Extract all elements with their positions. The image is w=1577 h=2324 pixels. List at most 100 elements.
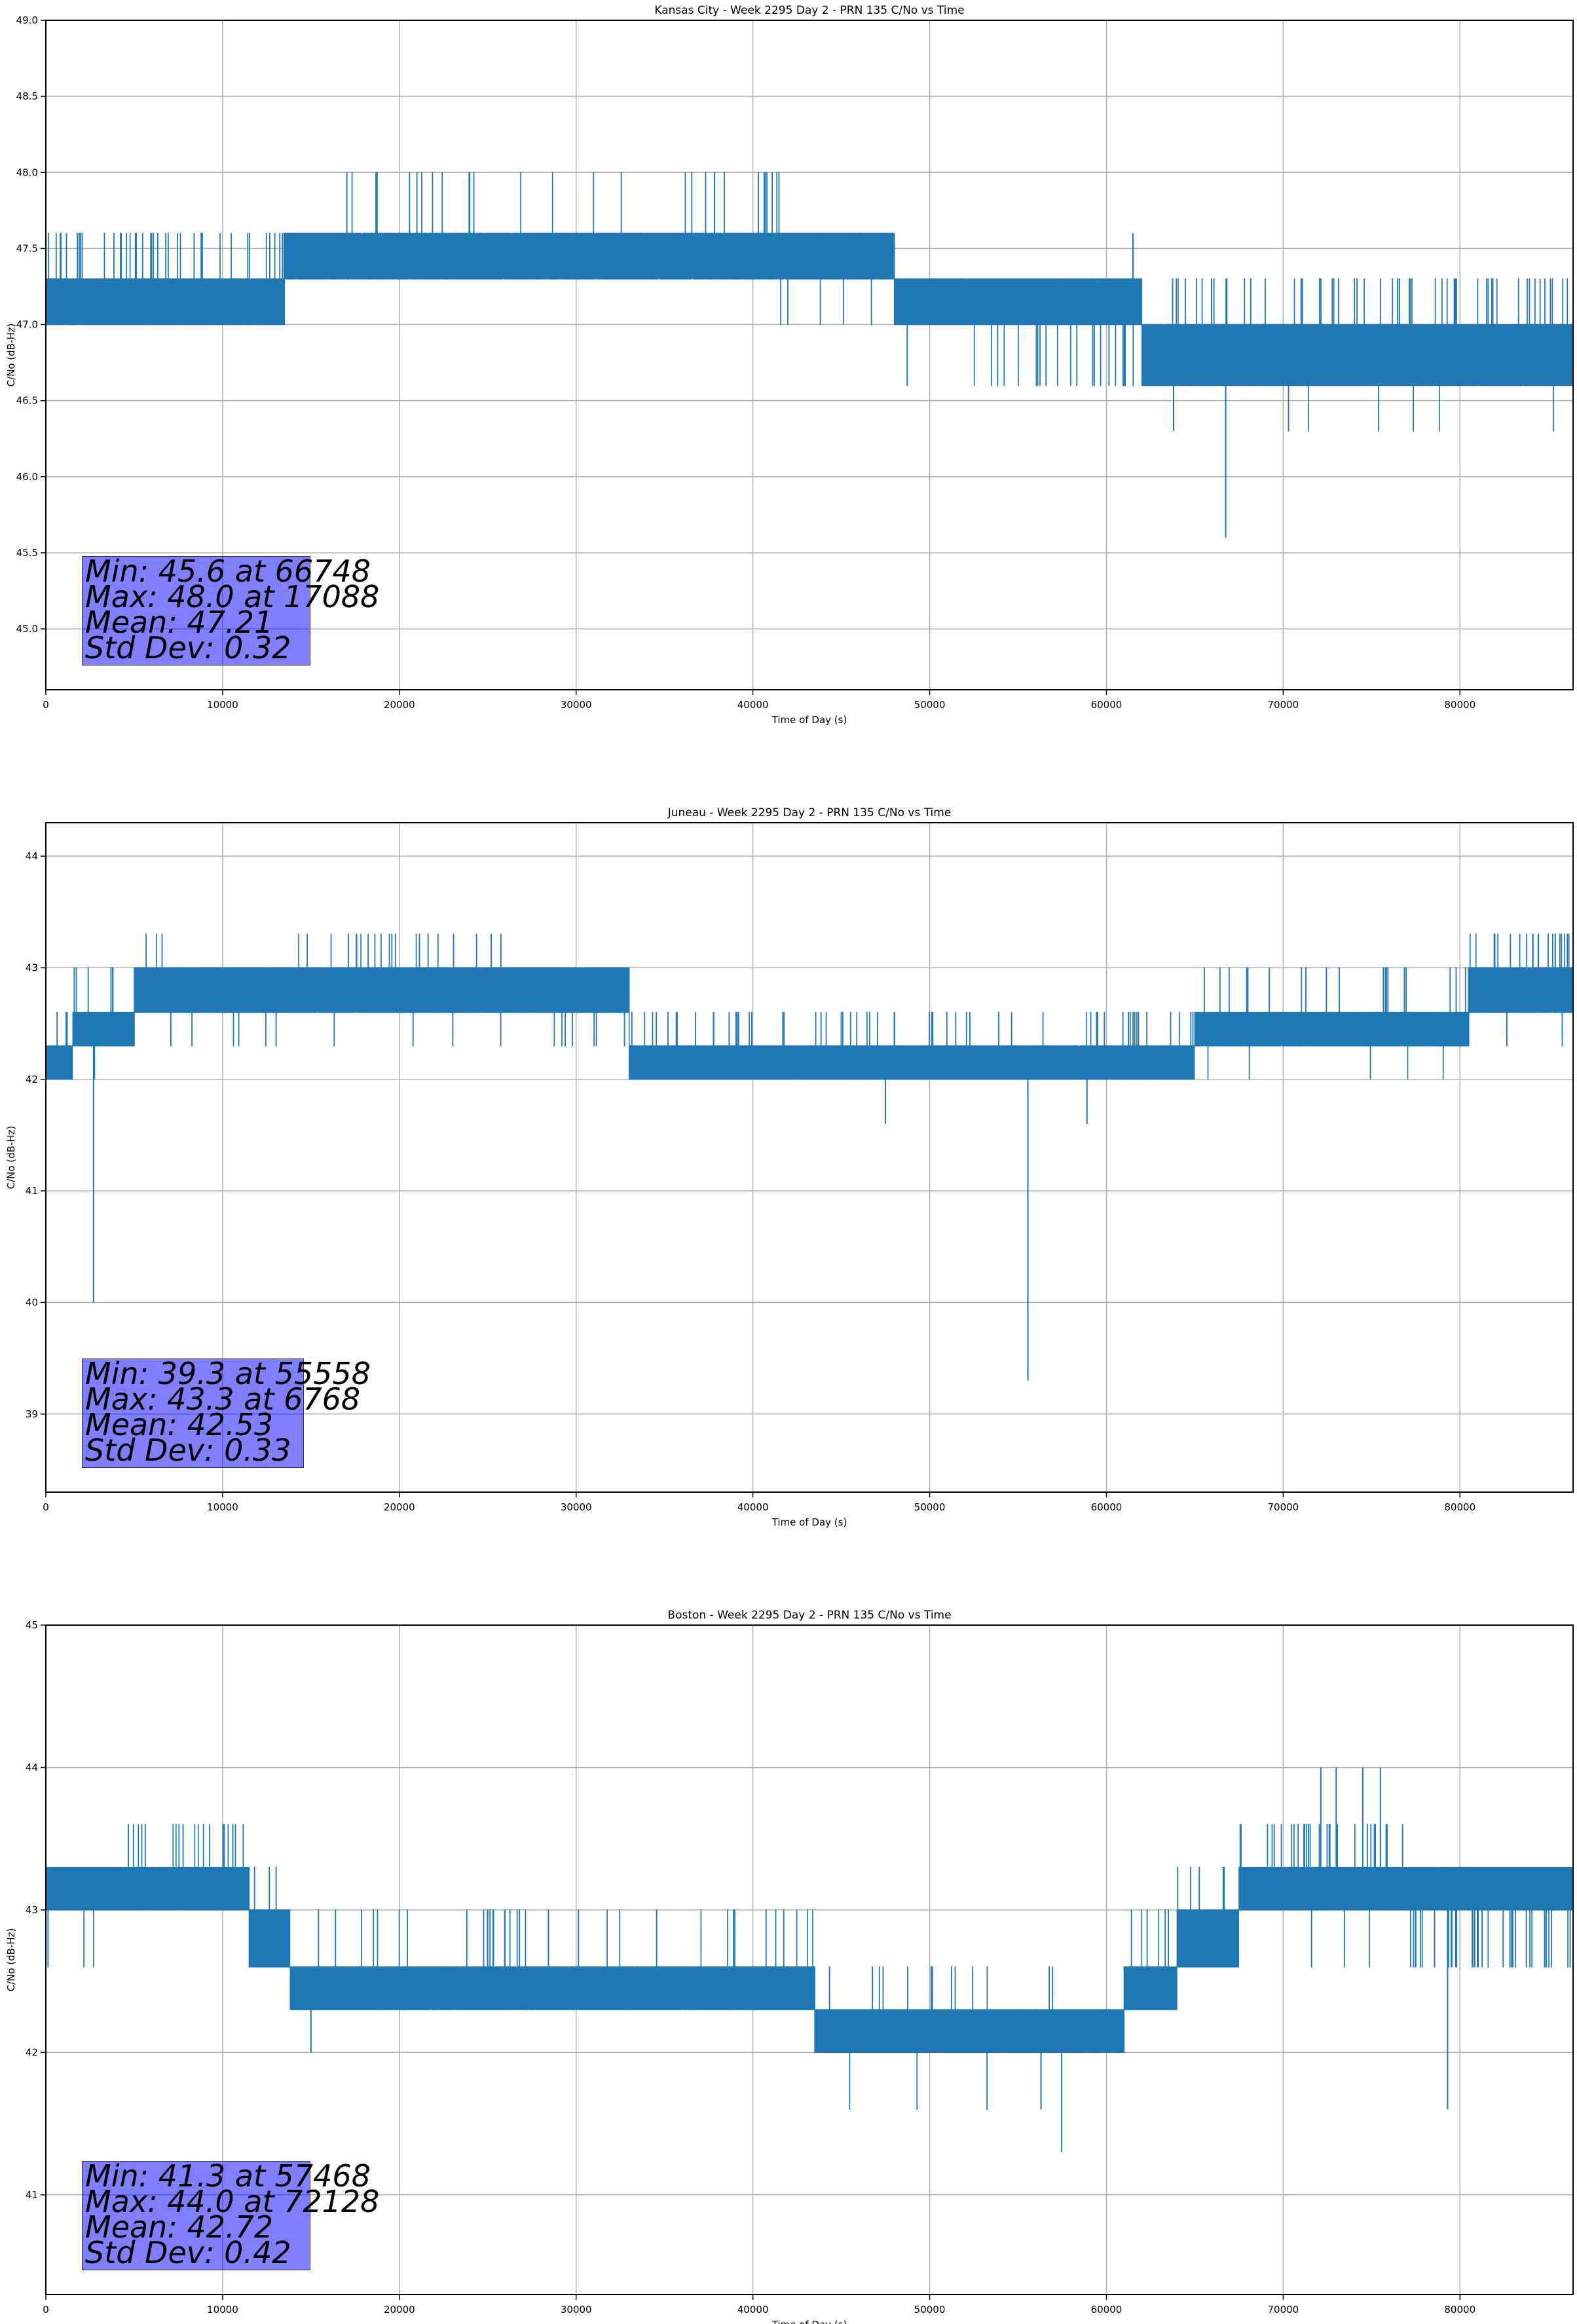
series-band [1141,324,1573,386]
series-band [1407,1867,1573,1910]
series-band [249,1909,290,1967]
x-tick-label: 0 [43,699,49,711]
series-band [1238,1867,1407,1910]
y-tick-label: 47.0 [16,319,38,331]
x-tick-label: 0 [43,1501,49,1513]
x-tick-label: 20000 [384,2304,415,2315]
stats-mean: Mean: 42.53 [85,1407,274,1442]
x-tick-label: 80000 [1444,1501,1475,1513]
x-axis-label: Time of Day (s) [771,1516,847,1528]
y-tick-label: 48.5 [16,90,38,102]
axes-frame [45,1624,1574,2295]
series-band [894,278,965,325]
x-tick-label: 20000 [384,699,415,711]
x-tick-label: 30000 [561,2304,592,2315]
y-tick-label: 47.5 [16,242,38,254]
series-band [289,1966,815,2010]
x-tick-label: 50000 [914,699,946,711]
series-band [46,1867,126,1910]
stats-mean: Mean: 42.72 [85,2209,274,2245]
series-band [72,1012,134,1046]
x-tick-label: 80000 [1444,699,1475,711]
series-band [125,1867,250,1910]
stats-box-boston: Min: 41.3 at 57468 Max: 44.0 at 72128 Me… [82,2161,380,2270]
series-band [479,233,692,279]
y-tick-label: 39 [26,1408,38,1420]
stats-std: Std Dev: 0.32 [85,630,291,665]
y-tick-label: 43 [26,962,38,973]
y-tick-label: 42 [26,1074,38,1085]
x-tick-label: 40000 [737,1501,769,1513]
series-band [1195,1012,1469,1046]
stats-mean: Mean: 47.21 [85,605,274,640]
chart-title: Juneau - Week 2295 Day 2 - PRN 135 C/No … [667,806,952,819]
x-tick-label: 30000 [561,699,592,711]
stats-box-kansas-city: Min: 45.6 at 66748 Max: 48.0 at 17088 Me… [82,556,380,665]
y-tick-label: 41 [26,2189,38,2201]
y-tick-label: 41 [26,1185,38,1197]
series-band [505,967,629,1013]
x-tick-label: 70000 [1267,1501,1299,1513]
x-tick-label: 80000 [1444,2304,1475,2315]
x-tick-label: 0 [43,2304,49,2315]
series-band [691,233,780,279]
stats-std: Std Dev: 0.33 [85,1433,291,1468]
series-band [1468,967,1573,1013]
x-tick-label: 70000 [1267,699,1299,711]
chart-title: Boston - Week 2295 Day 2 - PRN 135 C/No … [667,1609,951,1622]
x-axis-label: Time of Day (s) [771,714,847,726]
x-tick-label: 60000 [1091,2304,1122,2315]
chart-boston: 0 10000 20000 30000 40000 50000 60000 70000 8000… [5,1609,1574,2324]
stats-std: Std Dev: 0.42 [85,2235,291,2270]
y-tick-label: 43 [26,1904,38,1916]
series-band [1177,1909,1239,1967]
series-band [134,967,356,1013]
y-tick-label: 45.5 [16,547,38,559]
axes-frame [45,20,1574,690]
chart-juneau: 0 10000 20000 30000 40000 50000 60000 70000 8000… [5,806,1574,1528]
x-tick-label: 20000 [384,1501,415,1513]
x-tick-label: 40000 [737,2304,769,2315]
x-tick-label: 50000 [914,2304,946,2315]
y-tick-label: 49.0 [16,14,38,26]
x-tick-label: 70000 [1267,2304,1299,2315]
y-tick-label: 44 [26,1761,38,1773]
y-axis-label: C/No (dB-Hz) [5,1928,17,1992]
axes-frame [45,822,1574,1493]
series-band [779,233,895,279]
series-band [346,233,479,279]
series-band [815,2010,1124,2053]
x-tick-label: 30000 [561,1501,592,1513]
x-tick-label: 60000 [1091,1501,1122,1513]
series-band [46,1045,73,1079]
y-tick-label: 45 [26,1619,38,1631]
y-axis-label: C/No (dB-Hz) [5,1126,17,1190]
series-band [965,278,1142,325]
y-tick-label: 40 [26,1296,38,1308]
series-band [46,278,285,325]
series-band [284,233,346,279]
x-tick-label: 10000 [207,1501,238,1513]
series-band [629,1045,877,1079]
y-tick-label: 44 [26,850,38,862]
stats-max: Max: 44.0 at 72128 [85,2184,380,2219]
x-tick-label: 60000 [1091,699,1122,711]
y-axis-label: C/No (dB-Hz) [5,324,17,387]
series-band [876,1045,1195,1079]
y-tick-label: 48.0 [16,166,38,178]
y-tick-label: 42 [26,2046,38,2058]
stats-max: Max: 43.3 at 6768 [85,1381,361,1417]
x-tick-label: 10000 [207,2304,238,2315]
y-tick-label: 46.0 [16,471,38,483]
series-band [1124,1966,1178,2010]
series-band [355,967,506,1013]
y-tick-label: 45.0 [16,623,38,635]
x-tick-label: 10000 [207,699,238,711]
x-tick-label: 50000 [914,1501,946,1513]
chart-title: Kansas City - Week 2295 Day 2 - PRN 135 … [654,4,964,17]
chart-kansas-city: 0 10000 20000 30000 40000 50000 60000 70000 8000… [5,4,1574,726]
stats-max: Max: 48.0 at 17088 [85,579,380,614]
stats-box-juneau: Min: 39.3 at 55558 Max: 43.3 at 6768 Mea… [82,1359,371,1468]
x-axis-label: Time of Day (s) [771,2319,847,2324]
